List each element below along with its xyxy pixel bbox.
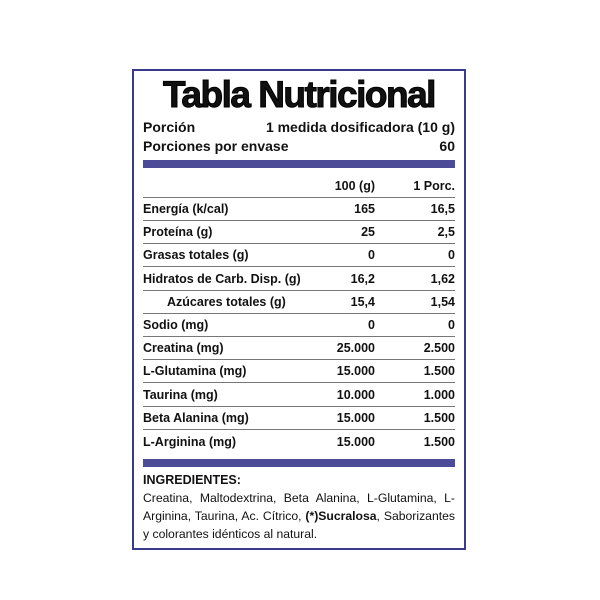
row-label: Energía (k/cal)	[143, 202, 229, 216]
servings-label: Porciones por envase	[143, 138, 289, 154]
nutrition-label: Tabla Nutricional Porción 1 medida dosif…	[132, 69, 466, 550]
row-label: Grasas totales (g)	[143, 248, 249, 263]
table-header: 100 (g) 1 Porc.	[143, 175, 455, 198]
row-label: Hidratos de Carb. Disp. (g)	[143, 271, 301, 286]
divider-bar	[143, 459, 455, 467]
row-per-serving: 1.500	[423, 410, 455, 425]
ingredients-bold: (*)Sucralosa	[305, 509, 377, 523]
table-row: Creatina (mg) 25.000 2.500	[143, 337, 455, 361]
table-row: Proteína (g) 25 2,5	[143, 221, 455, 245]
serving-value: 1 medida dosificadora (10 g)	[265, 119, 455, 135]
table-row: Grasas totales (g) 0 0	[143, 244, 455, 268]
serving-label: Porción	[143, 119, 196, 135]
row-label: L-Glutamina (mg)	[143, 364, 247, 379]
table-row: Taurina (mg) 10.000 1.000	[143, 384, 455, 407]
label-title: Tabla Nutricional	[163, 74, 437, 115]
row-per100: 10.000	[336, 387, 375, 402]
row-per100: 165	[354, 202, 375, 216]
row-per100: 15.000	[336, 434, 375, 449]
row-label: Taurina (mg)	[143, 387, 218, 402]
header-per-serving: 1 Porc.	[413, 179, 455, 193]
row-per-serving: 0	[448, 318, 455, 332]
row-per100: 16,2	[350, 271, 375, 286]
row-per-serving: 0	[448, 248, 455, 263]
ingredients-heading: INGREDIENTES:	[143, 473, 241, 487]
row-per-serving: 1,62	[430, 271, 455, 286]
row-label: L-Arginina (mg)	[143, 434, 237, 449]
table-row: Azúcares totales (g) 15,4 1,54	[143, 291, 455, 314]
row-per100: 0	[368, 248, 375, 263]
row-per100: 15.000	[336, 410, 375, 425]
table-row: L-Arginina (mg) 15.000 1.500	[143, 430, 455, 453]
row-per-serving: 1,54	[430, 294, 455, 309]
row-per100: 15.000	[336, 364, 375, 379]
row-per100: 25.000	[336, 341, 375, 356]
table-row: L-Glutamina (mg) 15.000 1.500	[143, 360, 455, 384]
row-label: Azúcares totales (g)	[167, 294, 286, 309]
row-per100: 15,4	[350, 294, 375, 309]
table-row: Sodio (mg) 0 0	[143, 314, 455, 337]
row-per-serving: 2,5	[437, 225, 455, 240]
table-row: Energía (k/cal) 165 16,5	[143, 198, 455, 221]
ingredients-text-part: Creatina, Maltodextrina, Beta Alanina, L…	[143, 491, 455, 523]
servings-value: 60	[439, 138, 455, 154]
ingredients-text: Creatina, Maltodextrina, Beta Alanina, L…	[143, 489, 455, 543]
row-label: Sodio (mg)	[143, 318, 209, 332]
row-per-serving: 2.500	[423, 341, 455, 356]
serving-size: Porción 1 medida dosificadora (10 g)	[143, 118, 455, 136]
ingredients: INGREDIENTES: Creatina, Maltodextrina, B…	[143, 471, 455, 543]
header-per100: 100 (g)	[334, 179, 375, 193]
row-per-serving: 16,5	[430, 202, 455, 216]
table-row: Beta Alanina (mg) 15.000 1.500	[143, 407, 455, 430]
row-per100: 0	[368, 318, 375, 332]
row-per-serving: 1.000	[423, 387, 455, 402]
row-per100: 25	[361, 225, 375, 240]
table-row: Hidratos de Carb. Disp. (g) 16,2 1,62	[143, 268, 455, 291]
divider-bar	[143, 160, 455, 168]
row-label: Beta Alanina (mg)	[143, 410, 249, 425]
row-label: Creatina (mg)	[143, 341, 224, 356]
servings-per-container: Porciones por envase 60	[143, 137, 455, 155]
row-per-serving: 1.500	[423, 434, 455, 449]
row-label: Proteína (g)	[143, 225, 213, 240]
ingredients-text-part: , Saborizantes y colorantes idénticos al…	[143, 509, 455, 541]
row-per-serving: 1.500	[423, 364, 455, 379]
